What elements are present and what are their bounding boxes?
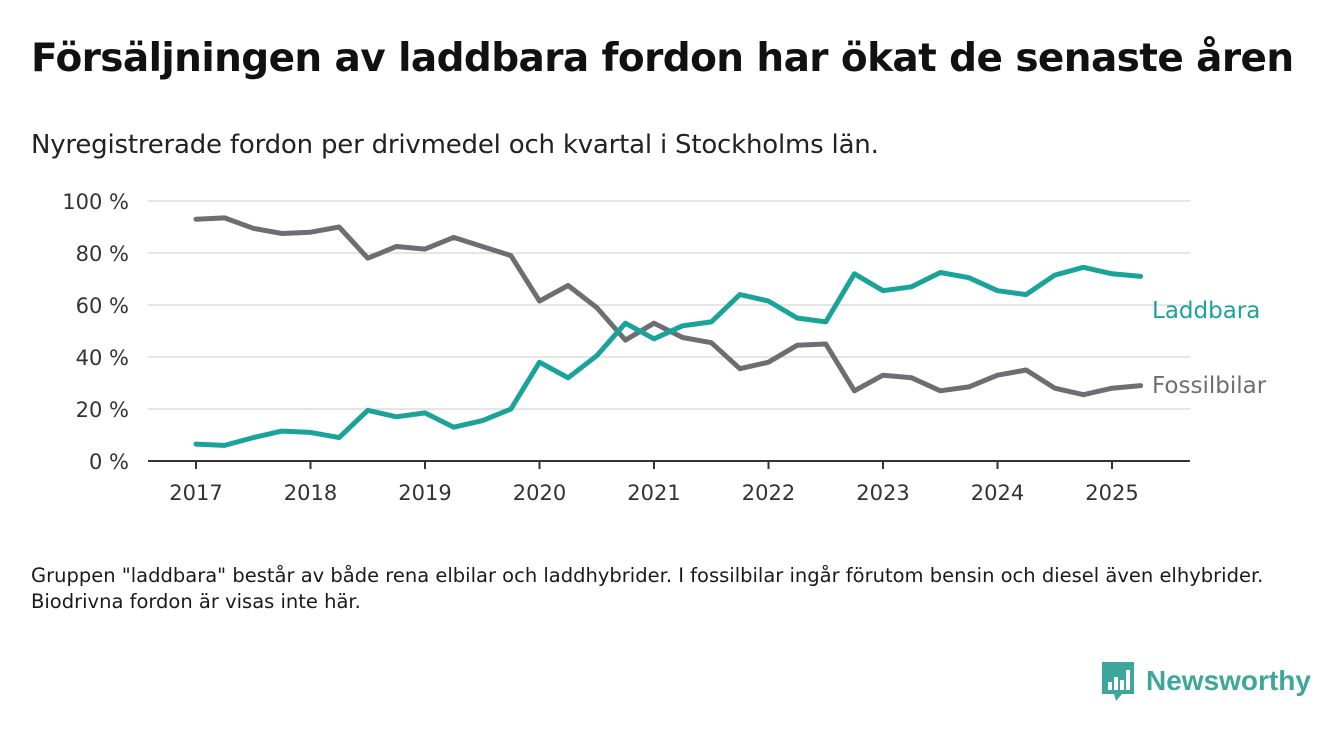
chart-subtitle: Nyregistrerade fordon per drivmedel och … — [31, 130, 879, 160]
grid-lines — [148, 200, 1190, 410]
y-tick-label: 0 % — [89, 450, 129, 474]
y-tick-label: 40 % — [76, 346, 129, 370]
series-labels: Fossilbilar Laddbara — [1152, 298, 1267, 399]
x-tick-label: 2020 — [513, 481, 566, 505]
series-lines — [193, 215, 1144, 448]
footnote: Gruppen "laddbara" består av både rena e… — [31, 564, 1264, 613]
series-label-laddbara: Laddbara — [1152, 298, 1260, 324]
x-tick-label: 2025 — [1085, 481, 1138, 505]
x-tick-label: 2023 — [856, 481, 909, 505]
x-tick-label: 2018 — [284, 481, 337, 505]
x-tick-label: 2022 — [742, 481, 795, 505]
x-tick-label: 2021 — [627, 481, 680, 505]
y-tick-label: 60 % — [76, 294, 129, 318]
x-axis: 2017 2018 2019 2020 2021 2022 2023 2024 2025 — [148, 460, 1190, 505]
y-tick-label: 20 % — [76, 398, 129, 422]
y-tick-label: 80 % — [76, 242, 129, 266]
chart-title: Försäljningen av laddbara fordon har öka… — [31, 36, 1294, 81]
x-tick-label: 2019 — [398, 481, 451, 505]
series-line-laddbara — [193, 264, 1144, 448]
brand-logo[interactable]: Newsworthy — [1100, 660, 1311, 702]
y-axis-labels: 0 % 20 % 40 % 60 % 80 % 100 % — [62, 190, 129, 474]
line-chart: 0 % 20 % 40 % 60 % 80 % 100 % 2017 2018 2019 202… — [62, 190, 1267, 505]
y-tick-label: 100 % — [62, 190, 129, 214]
x-tick-label: 2017 — [169, 481, 222, 505]
x-tick-label: 2024 — [971, 481, 1024, 505]
brand-name: Newsworthy — [1146, 665, 1311, 696]
series-line-fossilbilar — [193, 215, 1144, 398]
newsworthy-logo-icon — [1102, 662, 1134, 701]
series-label-fossilbilar: Fossilbilar — [1152, 373, 1267, 399]
